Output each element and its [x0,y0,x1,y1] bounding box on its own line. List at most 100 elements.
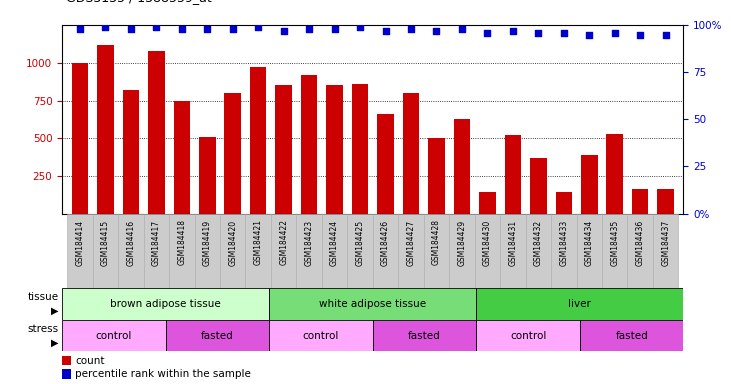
Text: GSM184415: GSM184415 [101,220,110,266]
Text: control: control [303,331,339,341]
Text: GSM184420: GSM184420 [228,220,238,266]
Text: GSM184428: GSM184428 [432,220,441,265]
Text: fasted: fasted [408,331,441,341]
Bar [322,214,347,288]
Point [202,26,213,32]
Bar [326,85,343,214]
Text: GSM184437: GSM184437 [661,220,670,266]
Text: GSM184414: GSM184414 [75,220,85,266]
Text: GSM184430: GSM184430 [483,220,492,266]
Point [125,26,137,32]
Bar [477,320,580,351]
Bar [530,158,547,214]
Bar [526,214,551,288]
Bar [194,214,220,288]
Bar [72,63,88,214]
Bar [220,214,246,288]
Bar [246,214,271,288]
Bar [143,214,169,288]
Bar [62,356,72,366]
Point [303,26,315,32]
Text: GSM184431: GSM184431 [508,220,518,266]
Text: GSM184435: GSM184435 [610,220,619,266]
Bar [580,320,683,351]
Bar [93,214,118,288]
Point [405,26,417,32]
Point [507,28,519,34]
Text: ▶: ▶ [51,338,58,348]
Bar [632,189,648,214]
Bar [424,214,450,288]
Point [635,32,646,38]
Text: GSM184423: GSM184423 [305,220,314,266]
Text: GSM184427: GSM184427 [406,220,415,266]
Text: fasted: fasted [616,331,648,341]
Text: GSM184418: GSM184418 [178,220,186,265]
Text: fasted: fasted [201,331,234,341]
Bar [477,288,683,320]
Point [609,30,621,36]
Bar [67,214,93,288]
Bar [97,45,114,214]
Point [278,28,289,34]
Bar [454,119,470,214]
Bar [373,320,477,351]
Bar [62,320,166,351]
Point [329,26,341,32]
Bar [602,214,627,288]
Bar [377,114,394,214]
Point [227,26,238,32]
Point [176,26,188,32]
Bar [352,84,368,214]
Text: stress: stress [27,324,58,334]
Bar [118,214,143,288]
Point [660,32,672,38]
Text: GSM184432: GSM184432 [534,220,543,266]
Bar [627,214,653,288]
Bar [62,369,72,379]
Bar [479,192,496,214]
Bar [173,101,190,214]
Bar [474,214,500,288]
Point [151,24,162,30]
Text: tissue: tissue [27,292,58,302]
Bar [62,288,269,320]
Bar [271,214,296,288]
Point [74,26,86,32]
Text: white adipose tissue: white adipose tissue [319,299,426,309]
Text: count: count [75,356,105,366]
Text: GSM184416: GSM184416 [126,220,135,266]
Point [99,24,111,30]
Text: percentile rank within the sample: percentile rank within the sample [75,369,251,379]
Bar [551,214,577,288]
Bar [224,93,241,214]
Point [355,24,366,30]
Text: GSM184436: GSM184436 [636,220,645,266]
Bar [500,214,526,288]
Point [583,32,595,38]
Text: GSM184417: GSM184417 [152,220,161,266]
Bar [657,189,674,214]
Text: liver: liver [569,299,591,309]
Bar [301,75,317,214]
Bar [296,214,322,288]
Bar [169,214,194,288]
Bar [581,155,597,214]
Point [252,24,264,30]
Text: GSM184429: GSM184429 [458,220,466,266]
Text: ▶: ▶ [51,306,58,316]
Text: GSM184425: GSM184425 [355,220,365,266]
Bar [166,320,269,351]
Bar [269,288,477,320]
Text: GSM184419: GSM184419 [202,220,212,266]
Bar [373,214,398,288]
Text: GSM184433: GSM184433 [559,220,568,266]
Point [532,30,544,36]
Text: GSM184426: GSM184426 [381,220,390,266]
Point [456,26,468,32]
Bar [428,138,444,214]
Point [482,30,493,36]
Text: GSM184422: GSM184422 [279,220,288,265]
Text: control: control [510,331,546,341]
Bar [504,135,521,214]
